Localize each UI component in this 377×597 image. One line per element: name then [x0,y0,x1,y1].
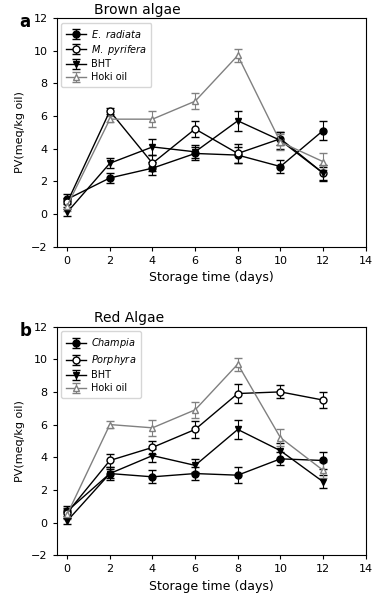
X-axis label: Storage time (days): Storage time (days) [149,580,273,593]
Y-axis label: PV(meq/kg oil): PV(meq/kg oil) [15,91,26,173]
Text: Red Algae: Red Algae [93,312,164,325]
Y-axis label: PV(meq/kg oil): PV(meq/kg oil) [15,400,26,482]
Text: b: b [20,322,31,340]
Legend: $\it{Champia}$, $\it{Porphyra}$, BHT, Hoki oil: $\it{Champia}$, $\it{Porphyra}$, BHT, Ho… [61,331,141,398]
Legend: $\it{E.\ radiata}$, $\it{M.\ pyrifera}$, BHT, Hoki oil: $\it{E.\ radiata}$, $\it{M.\ pyrifera}$,… [61,23,152,87]
Text: Brown algae: Brown algae [93,3,180,17]
Text: a: a [20,13,31,31]
X-axis label: Storage time (days): Storage time (days) [149,271,273,284]
